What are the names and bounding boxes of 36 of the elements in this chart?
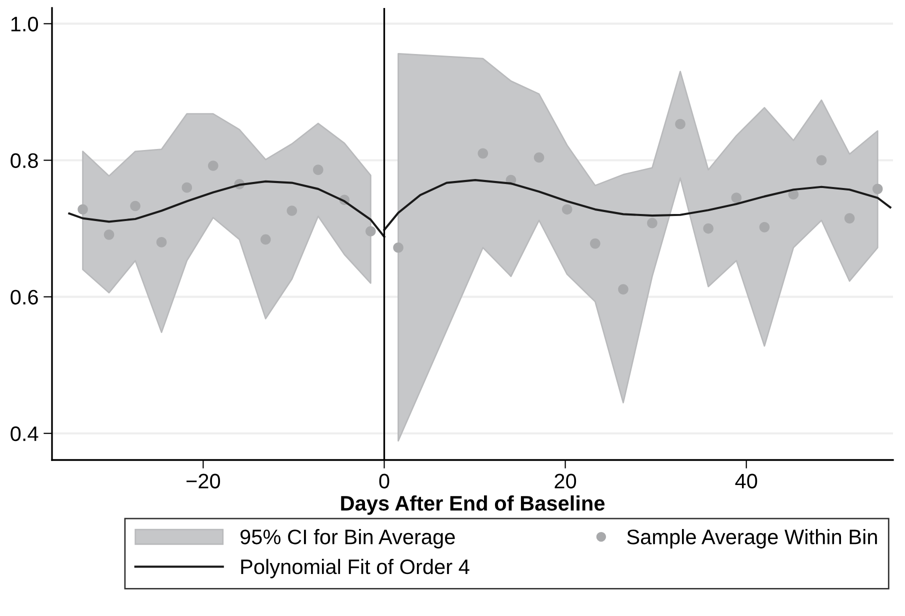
point [844, 213, 855, 224]
point [313, 164, 324, 175]
point [182, 182, 192, 193]
point [286, 206, 298, 216]
point [759, 222, 770, 232]
x-tick-label: 40 [735, 474, 758, 488]
y-tick-label: 1.0 [11, 16, 38, 32]
y-tick-label: 0.8 [10, 153, 38, 168]
text: 95% CI for Bin Average [240, 529, 455, 548]
legend-label: Polynomial Fit of Order 4 [241, 558, 470, 578]
point [731, 192, 742, 203]
legend-label: Sample Average Within Bin [627, 529, 877, 548]
y-tick-label: 0.4 [10, 426, 38, 442]
point [562, 204, 572, 215]
point [393, 242, 404, 253]
point [872, 184, 883, 194]
point [130, 200, 140, 212]
x-tick-label: 0 [379, 474, 390, 488]
x-axis-title: Days After End of Baseline [341, 495, 605, 515]
point [208, 160, 218, 171]
point [156, 237, 167, 248]
point [647, 218, 658, 228]
point [816, 155, 827, 166]
point [703, 223, 714, 234]
x-tick-label: −20 [186, 474, 220, 488]
point [78, 204, 88, 215]
point [534, 152, 544, 163]
y-tick-label: 0.6 [10, 290, 38, 305]
point [260, 234, 271, 245]
point [478, 148, 488, 159]
point [618, 284, 628, 294]
point [675, 118, 686, 130]
point [366, 226, 376, 236]
x-tick-label: 20 [554, 474, 576, 488]
point [104, 230, 114, 240]
point [590, 238, 600, 249]
